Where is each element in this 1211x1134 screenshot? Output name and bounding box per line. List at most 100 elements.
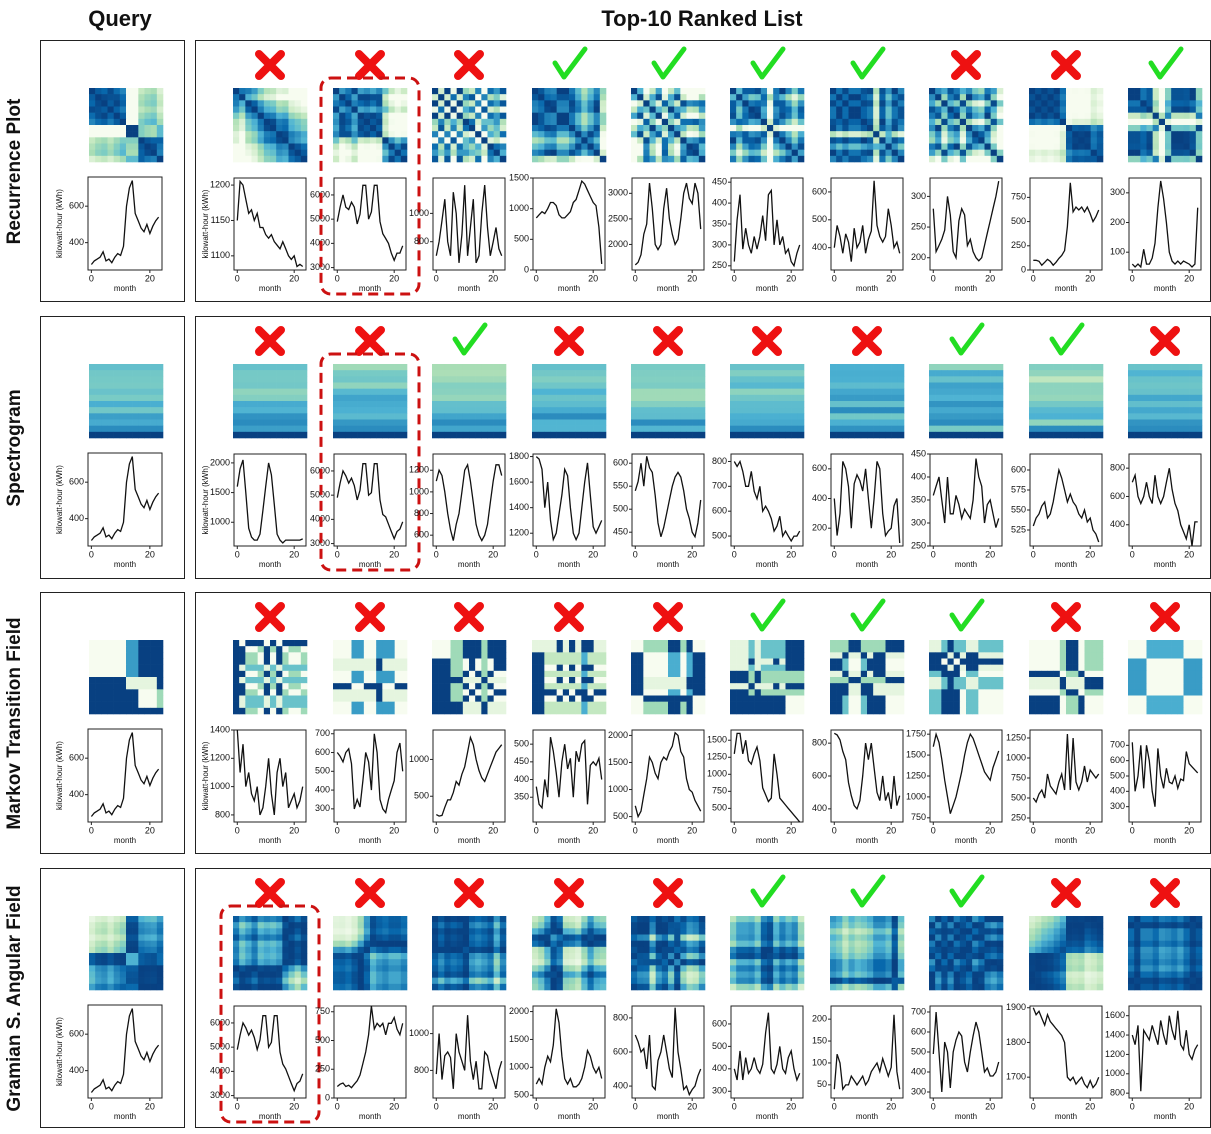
image-cell — [773, 640, 779, 646]
image-cell — [364, 131, 370, 137]
image-cell — [830, 156, 836, 162]
image-cell — [730, 652, 736, 658]
image-cell — [830, 640, 836, 646]
image-cell — [575, 659, 581, 665]
image-cell — [95, 376, 101, 382]
image-cell — [1190, 426, 1196, 432]
image-cell — [767, 156, 773, 162]
image-cell — [873, 395, 879, 401]
x-tick-label: 0 — [335, 273, 340, 283]
image-cell — [1041, 432, 1047, 438]
image-cell — [1066, 125, 1072, 131]
image-cell — [401, 389, 407, 395]
image-cell — [114, 94, 120, 100]
image-cell — [978, 383, 984, 389]
image-cell — [151, 665, 157, 671]
image-cell — [95, 677, 101, 683]
image-cell — [557, 708, 563, 714]
image-cell — [157, 413, 163, 419]
image-cell — [767, 677, 773, 683]
image-cell — [792, 131, 798, 137]
image-cell — [761, 640, 767, 646]
image-cell — [157, 389, 163, 395]
image-cell — [475, 407, 481, 413]
image-cell — [295, 646, 301, 652]
image-cell — [849, 683, 855, 689]
image-cell — [475, 119, 481, 125]
image-cell — [481, 702, 487, 708]
image-cell — [239, 426, 245, 432]
image-cell — [376, 432, 382, 438]
image-cell — [532, 364, 538, 370]
image-cell — [1066, 376, 1072, 382]
image-cell — [941, 94, 947, 100]
image-cell — [132, 420, 138, 426]
image-cell — [126, 401, 132, 407]
image-cell — [370, 113, 376, 119]
image-cell — [401, 696, 407, 702]
image-cell — [1097, 94, 1103, 100]
image-cell — [457, 689, 463, 695]
image-cell — [352, 131, 358, 137]
image-cell — [662, 665, 668, 671]
image-cell — [239, 137, 245, 143]
image-cell — [108, 364, 114, 370]
y-tick-label: 1800 — [509, 451, 529, 461]
image-cell — [301, 646, 307, 652]
series-line — [734, 462, 799, 542]
image-cell — [481, 689, 487, 695]
image-cell — [101, 364, 107, 370]
image-cell — [245, 407, 251, 413]
image-cell — [855, 432, 861, 438]
image-cell — [991, 689, 997, 695]
image-cell — [438, 708, 444, 714]
image-cell — [966, 401, 972, 407]
image-cell — [736, 137, 742, 143]
image-cell — [108, 395, 114, 401]
image-cell — [157, 646, 163, 652]
image-cell — [1196, 401, 1202, 407]
image-cell — [138, 689, 144, 695]
image-cell — [444, 665, 450, 671]
image-cell — [892, 689, 898, 695]
image-cell — [395, 432, 401, 438]
image-cell — [1147, 413, 1153, 419]
image-cell — [1035, 376, 1041, 382]
image-cell — [252, 88, 258, 94]
image-cell — [1091, 113, 1097, 119]
image-cell — [438, 137, 444, 143]
image-cell — [258, 395, 264, 401]
image-cell — [451, 376, 457, 382]
image-cell — [1128, 426, 1134, 432]
x-axis-label: month — [458, 560, 480, 569]
y-tick-label: 750 — [911, 812, 926, 822]
image-cell — [985, 702, 991, 708]
image-cell — [138, 652, 144, 658]
image-cell — [662, 640, 668, 646]
image-cell — [687, 113, 693, 119]
image-cell — [581, 683, 587, 689]
image-cell — [544, 107, 550, 113]
image-cell — [1041, 426, 1047, 432]
image-cell — [873, 137, 879, 143]
image-cell — [1196, 131, 1202, 137]
image-cell — [755, 88, 761, 94]
image-cell — [588, 107, 594, 113]
image-cell — [643, 426, 649, 432]
image-cell — [432, 696, 438, 702]
image-cell — [101, 370, 107, 376]
image-cell — [532, 702, 538, 708]
y-tick-label: 1000 — [608, 784, 628, 794]
image-cell — [457, 370, 463, 376]
image-cell — [432, 119, 438, 125]
image-cell — [668, 420, 674, 426]
image-cell — [457, 646, 463, 652]
image-cell — [395, 94, 401, 100]
image-cell — [693, 364, 699, 370]
image-cell — [954, 689, 960, 695]
image-cell — [1066, 100, 1072, 106]
y-tick-label: 1000 — [906, 791, 926, 801]
image-cell — [755, 395, 761, 401]
image-cell — [581, 88, 587, 94]
image-cell — [1147, 113, 1153, 119]
